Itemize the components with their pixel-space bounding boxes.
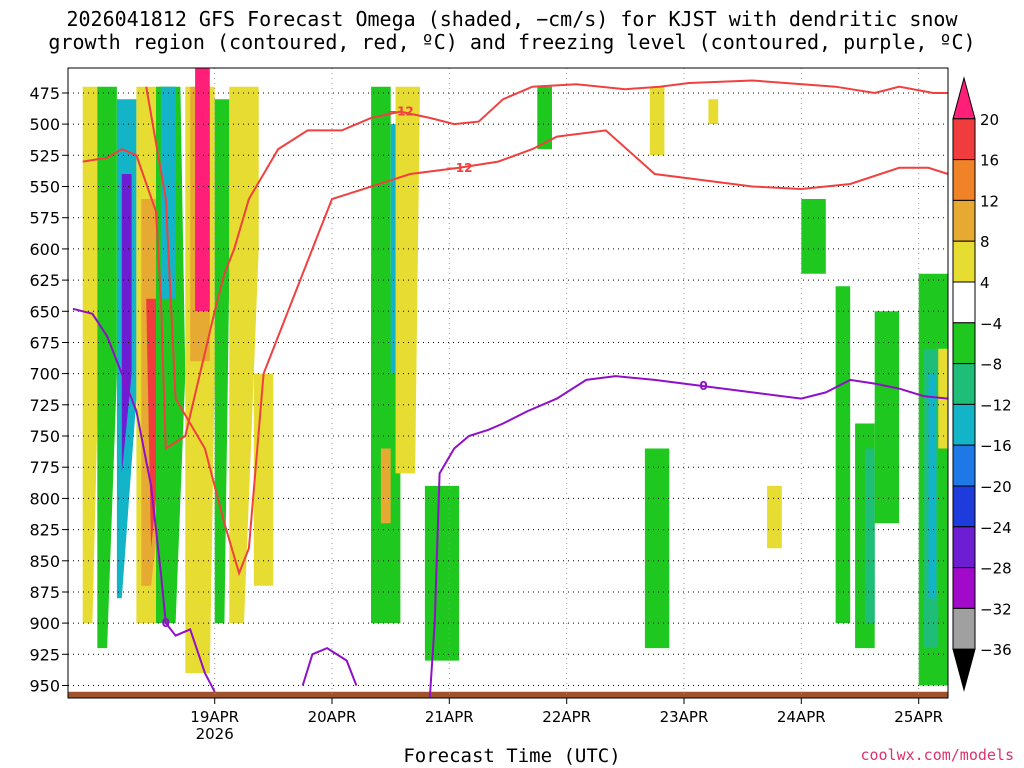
- y-tick-label: 525: [29, 146, 60, 165]
- omega-region: [537, 86, 552, 150]
- y-tick-label: 650: [29, 302, 60, 321]
- colorbar-label: −4: [980, 315, 1002, 333]
- red-contour-line: [145, 86, 949, 577]
- colorbar-segment: [952, 159, 976, 201]
- colorbar-segment: [952, 118, 976, 161]
- omega-region: [644, 448, 670, 649]
- y-tick-label: 700: [29, 365, 60, 384]
- omega-region: [835, 286, 851, 624]
- omega-region: [97, 86, 117, 649]
- purple-contour-line: [72, 307, 216, 693]
- terrain-strip: [68, 691, 948, 698]
- colorbar-arrow-bottom: [952, 648, 976, 692]
- colorbar-label: −8: [980, 356, 1002, 374]
- colorbar-segment: [952, 403, 976, 446]
- y-tick-label: 750: [29, 427, 60, 446]
- colorbar-label: −36: [980, 641, 1012, 659]
- omega-region: [874, 311, 900, 524]
- omega-region: [767, 485, 782, 549]
- colorbar-label: 20: [980, 111, 999, 129]
- colorbar-label: −16: [980, 437, 1012, 455]
- y-tick-label: 500: [29, 115, 60, 134]
- colorbar-label: 4: [980, 274, 990, 292]
- colorbar-segment: [952, 199, 976, 242]
- colorbar-label: 8: [980, 233, 990, 251]
- red-contour-line: [82, 79, 948, 451]
- omega-region: [160, 86, 176, 299]
- colorbar-segment: [952, 240, 976, 283]
- y-tick-label: 800: [29, 489, 60, 508]
- colorbar-segment: [952, 281, 976, 324]
- y-tick-label: 925: [29, 645, 60, 664]
- omega-region: [195, 68, 210, 312]
- x-tick-label: 19APR: [190, 708, 239, 726]
- y-tick-label: 875: [29, 583, 60, 602]
- y-tick-label: 950: [29, 677, 60, 696]
- x-tick-label: 20APR: [308, 708, 357, 726]
- red-contour-label: −12: [387, 105, 414, 119]
- chart-title-line-1: 2026041812 GFS Forecast Omega (shaded, −…: [66, 7, 958, 31]
- colorbar-segment: [952, 322, 976, 365]
- red-contour-label: −12: [446, 161, 473, 175]
- x-tick-label: 22APR: [542, 708, 591, 726]
- omega-region: [121, 174, 132, 474]
- x-tick-label: 23APR: [660, 708, 709, 726]
- colorbar-arrow-top: [952, 76, 976, 120]
- x-axis-title: Forecast Time (UTC): [403, 745, 621, 767]
- omega-region: [649, 86, 665, 156]
- colorbar-label: −24: [980, 519, 1012, 537]
- y-tick-label: 900: [29, 614, 60, 633]
- colorbar-segment: [952, 363, 976, 405]
- omega-region: [708, 99, 719, 125]
- y-tick-label: 625: [29, 271, 60, 290]
- omega-region: [82, 86, 98, 624]
- plot-frame: [67, 67, 949, 699]
- omega-region: [424, 485, 460, 661]
- y-tick-label: 850: [29, 552, 60, 571]
- colorbar-segment: [952, 444, 976, 487]
- y-tick-label: 475: [29, 84, 60, 103]
- colorbar-label: 12: [980, 192, 999, 210]
- omega-region: [229, 86, 259, 624]
- colorbar-label: −20: [980, 478, 1012, 496]
- x-tick-label: 21APR: [425, 708, 474, 726]
- purple-contour-line: [428, 375, 949, 699]
- omega-region: [864, 448, 875, 624]
- omega-region: [801, 199, 826, 274]
- omega-region: [928, 373, 936, 599]
- y-tick-label: 725: [29, 396, 60, 415]
- y-tick-label: 550: [29, 178, 60, 197]
- y-tick-label: 575: [29, 209, 60, 228]
- y-tick-label: 675: [29, 334, 60, 353]
- purple-contour-line: [301, 646, 358, 686]
- credit-link[interactable]: coolwx.com/models: [860, 746, 1014, 764]
- colorbar-label: −12: [980, 396, 1012, 414]
- x-tick-label: 24APR: [777, 708, 826, 726]
- x-tick-sublabel: 2026: [196, 725, 234, 743]
- y-tick-label: 600: [29, 240, 60, 259]
- colorbar-label: 16: [980, 152, 999, 170]
- omega-region: [380, 448, 391, 524]
- chart-title-line-2: growth region (contoured, red, ºC) and f…: [48, 30, 976, 54]
- colorbar-segment: [952, 607, 976, 650]
- colorbar-segment: [952, 485, 976, 528]
- omega-region: [214, 99, 230, 624]
- x-tick-label: 25APR: [894, 708, 943, 726]
- colorbar-segment: [952, 526, 976, 569]
- purple-contour-label: 0: [162, 616, 170, 630]
- y-tick-label: 775: [29, 458, 60, 477]
- colorbar-segment: [952, 567, 976, 609]
- colorbar-label: −32: [980, 600, 1012, 618]
- omega-region: [253, 373, 274, 586]
- colorbar-label: −28: [980, 560, 1012, 578]
- omega-region: [395, 86, 420, 474]
- y-tick-label: 825: [29, 521, 60, 540]
- omega-region: [146, 298, 156, 549]
- purple-contour-label: 0: [699, 379, 707, 393]
